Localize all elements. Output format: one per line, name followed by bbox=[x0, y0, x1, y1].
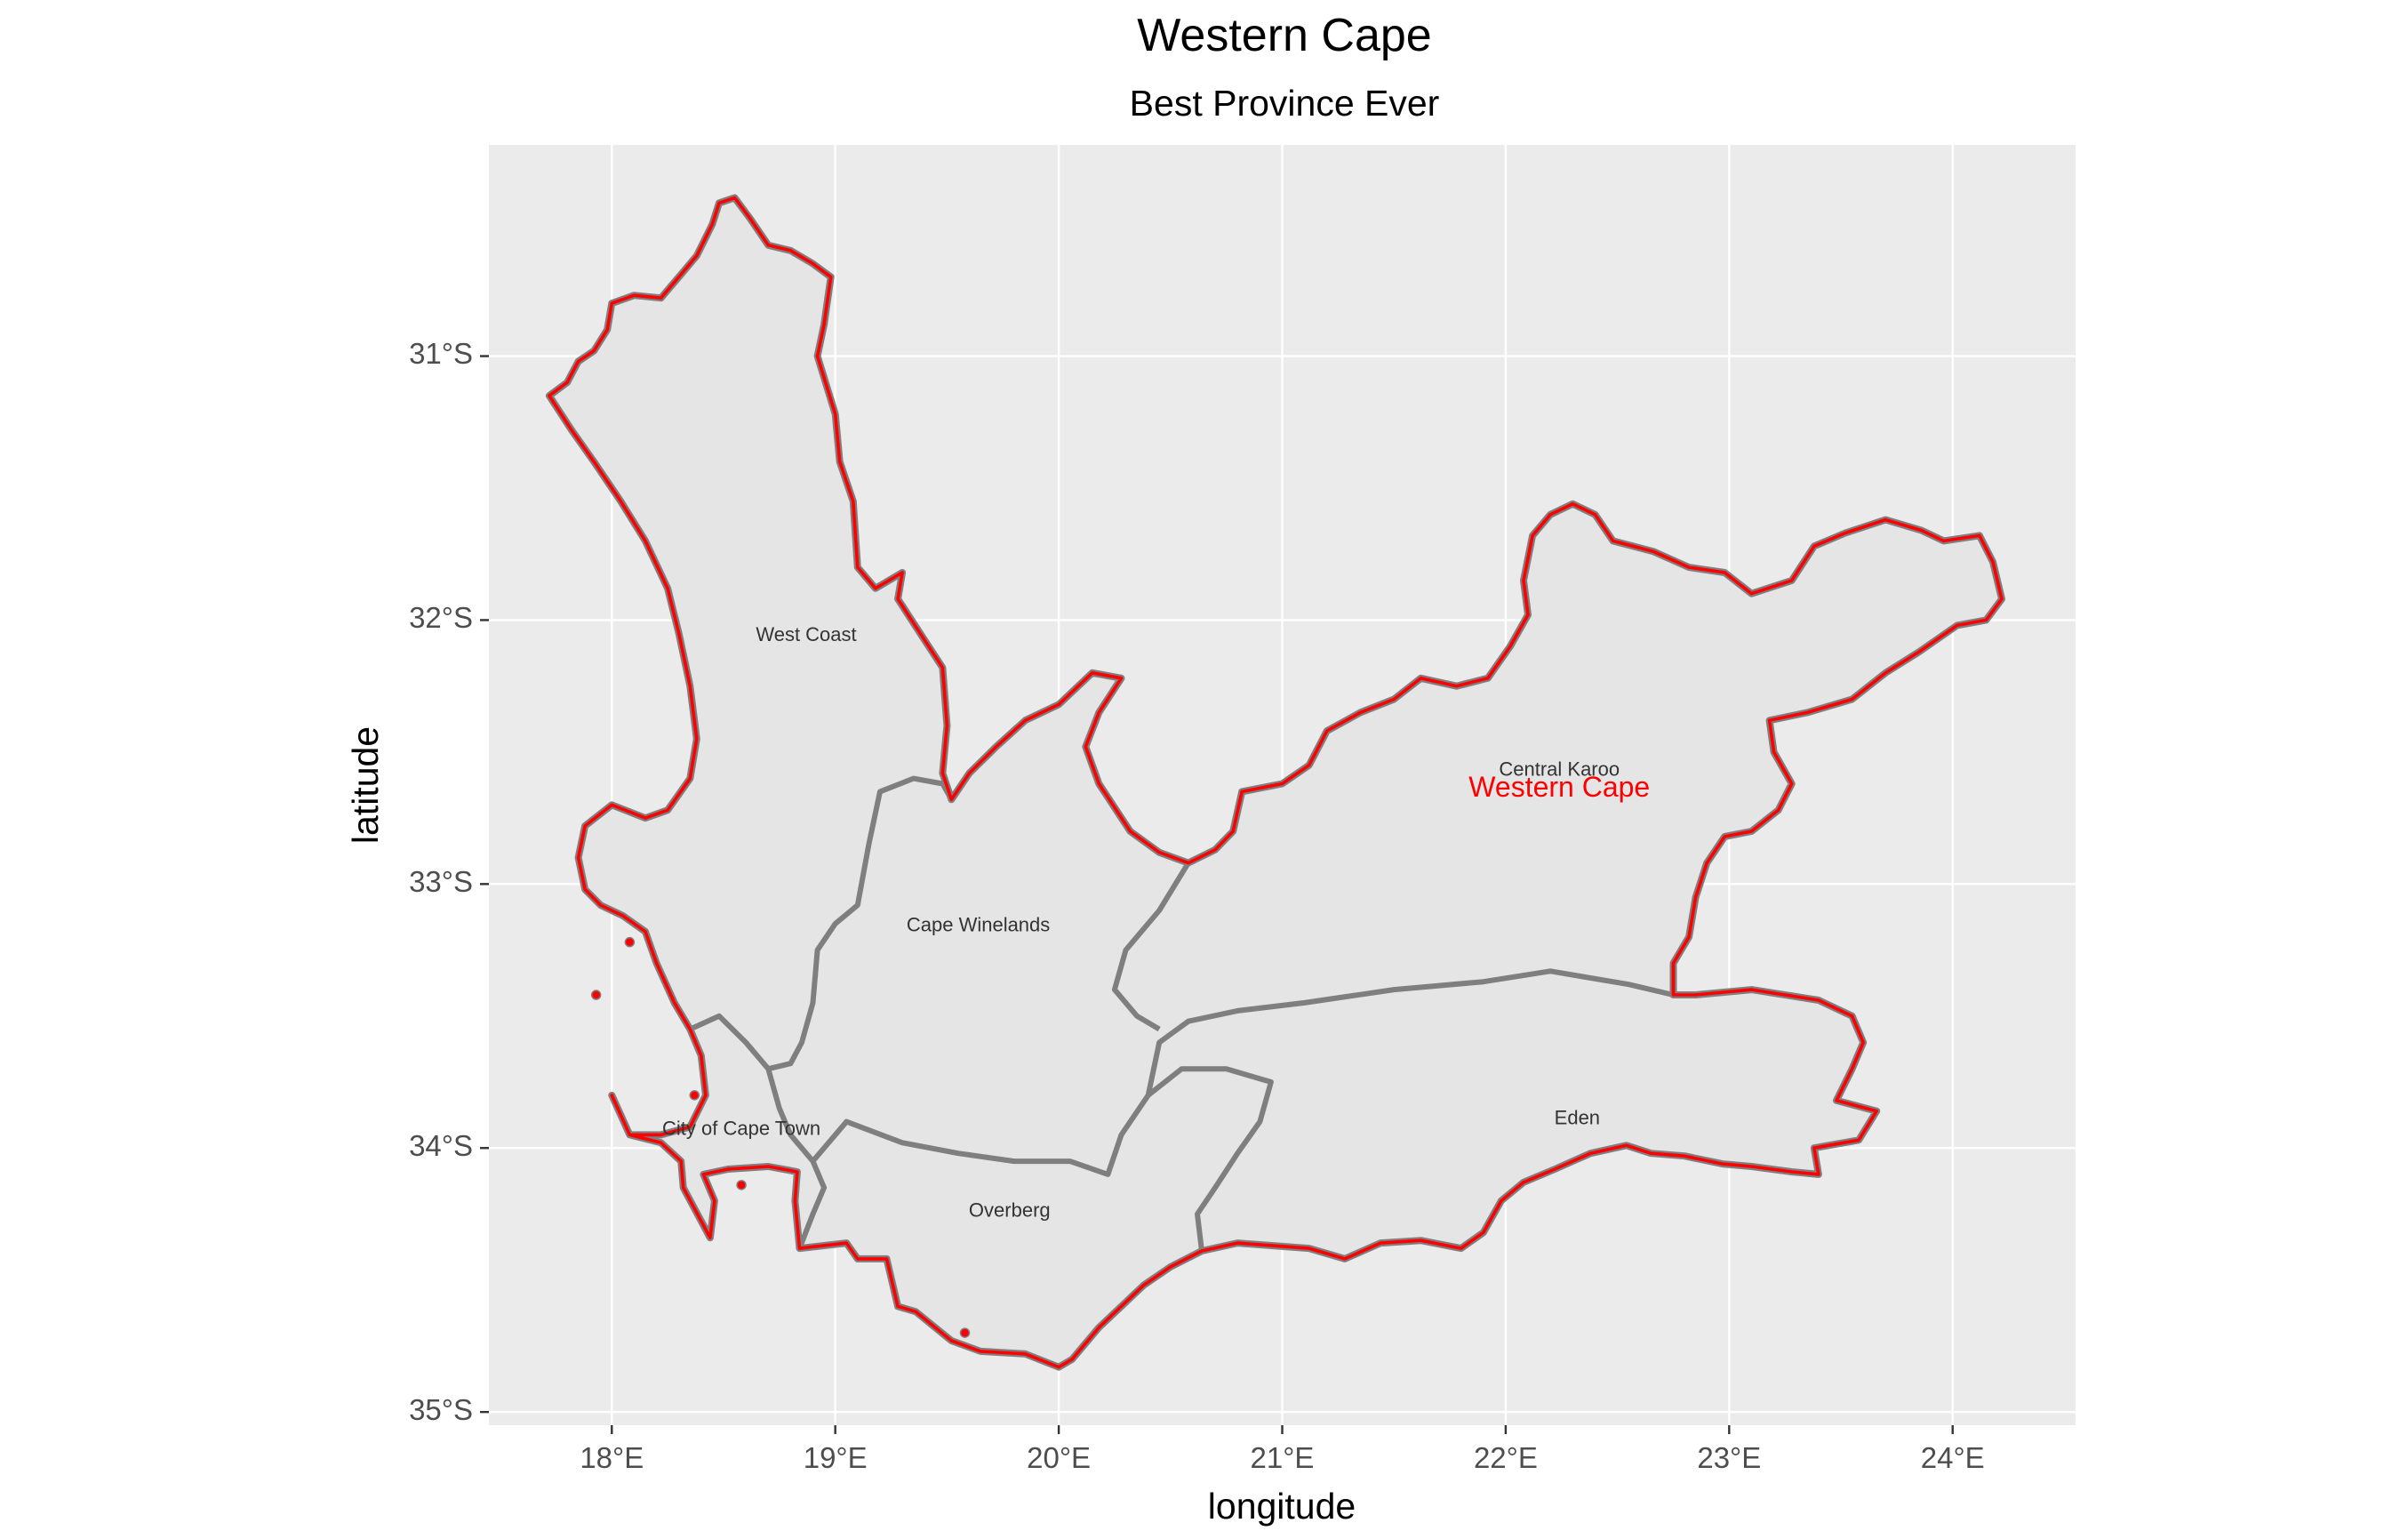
island-marker bbox=[590, 990, 602, 1000]
district-label: City of Cape Town bbox=[662, 1117, 820, 1139]
district-label: Overberg bbox=[969, 1198, 1051, 1221]
x-tick-label: 19°E bbox=[804, 1441, 868, 1474]
district-border bbox=[811, 968, 1675, 1177]
plot-title: Western Cape bbox=[1137, 10, 1431, 61]
y-axis: 31°S 32°S 33°S 34°S 35°S bbox=[409, 337, 489, 1426]
x-tick-label: 23°E bbox=[1697, 1441, 1761, 1474]
plot-subtitle: Best Province Ever bbox=[1130, 83, 1440, 124]
y-tick-label: 31°S bbox=[409, 337, 473, 370]
island-marker bbox=[624, 936, 636, 948]
district-border bbox=[1111, 862, 1191, 1032]
district-label: Cape Winelands bbox=[907, 914, 1050, 936]
province-fill bbox=[548, 197, 2002, 1367]
y-tick-label: 32°S bbox=[409, 601, 473, 634]
x-tick-label: 20°E bbox=[1027, 1441, 1091, 1474]
labels-layer: West Coast Central Karoo Cape Winelands Cit… bbox=[662, 623, 1650, 1221]
x-tick-label: 22°E bbox=[1474, 1441, 1538, 1474]
district-border bbox=[689, 775, 955, 1072]
x-axis-title: longitude bbox=[1208, 1486, 1356, 1527]
district-label: West Coast bbox=[756, 623, 856, 645]
x-tick-label: 21°E bbox=[1251, 1441, 1315, 1474]
y-tick-label: 35°S bbox=[409, 1393, 473, 1426]
district-label: Eden bbox=[1555, 1106, 1600, 1128]
district-label: Central Karoo bbox=[1499, 757, 1620, 780]
x-tick-label: 18°E bbox=[580, 1441, 644, 1474]
y-tick-label: 33°S bbox=[409, 865, 473, 898]
island-marker bbox=[689, 1090, 700, 1101]
island-marker bbox=[736, 1180, 747, 1190]
regions-layer bbox=[545, 194, 2005, 1371]
province-label: Western Cape bbox=[1468, 771, 1650, 803]
island-marker bbox=[959, 1327, 971, 1338]
x-tick-label: 24°E bbox=[1921, 1441, 1985, 1474]
y-tick-label: 34°S bbox=[409, 1129, 473, 1162]
district-border bbox=[1146, 1066, 1274, 1252]
province-border bbox=[548, 196, 2004, 1369]
y-axis-title: latitude bbox=[345, 726, 386, 844]
x-axis: 18°E 19°E 20°E 21°E 22°E 23°E 24°E bbox=[580, 1425, 1985, 1474]
